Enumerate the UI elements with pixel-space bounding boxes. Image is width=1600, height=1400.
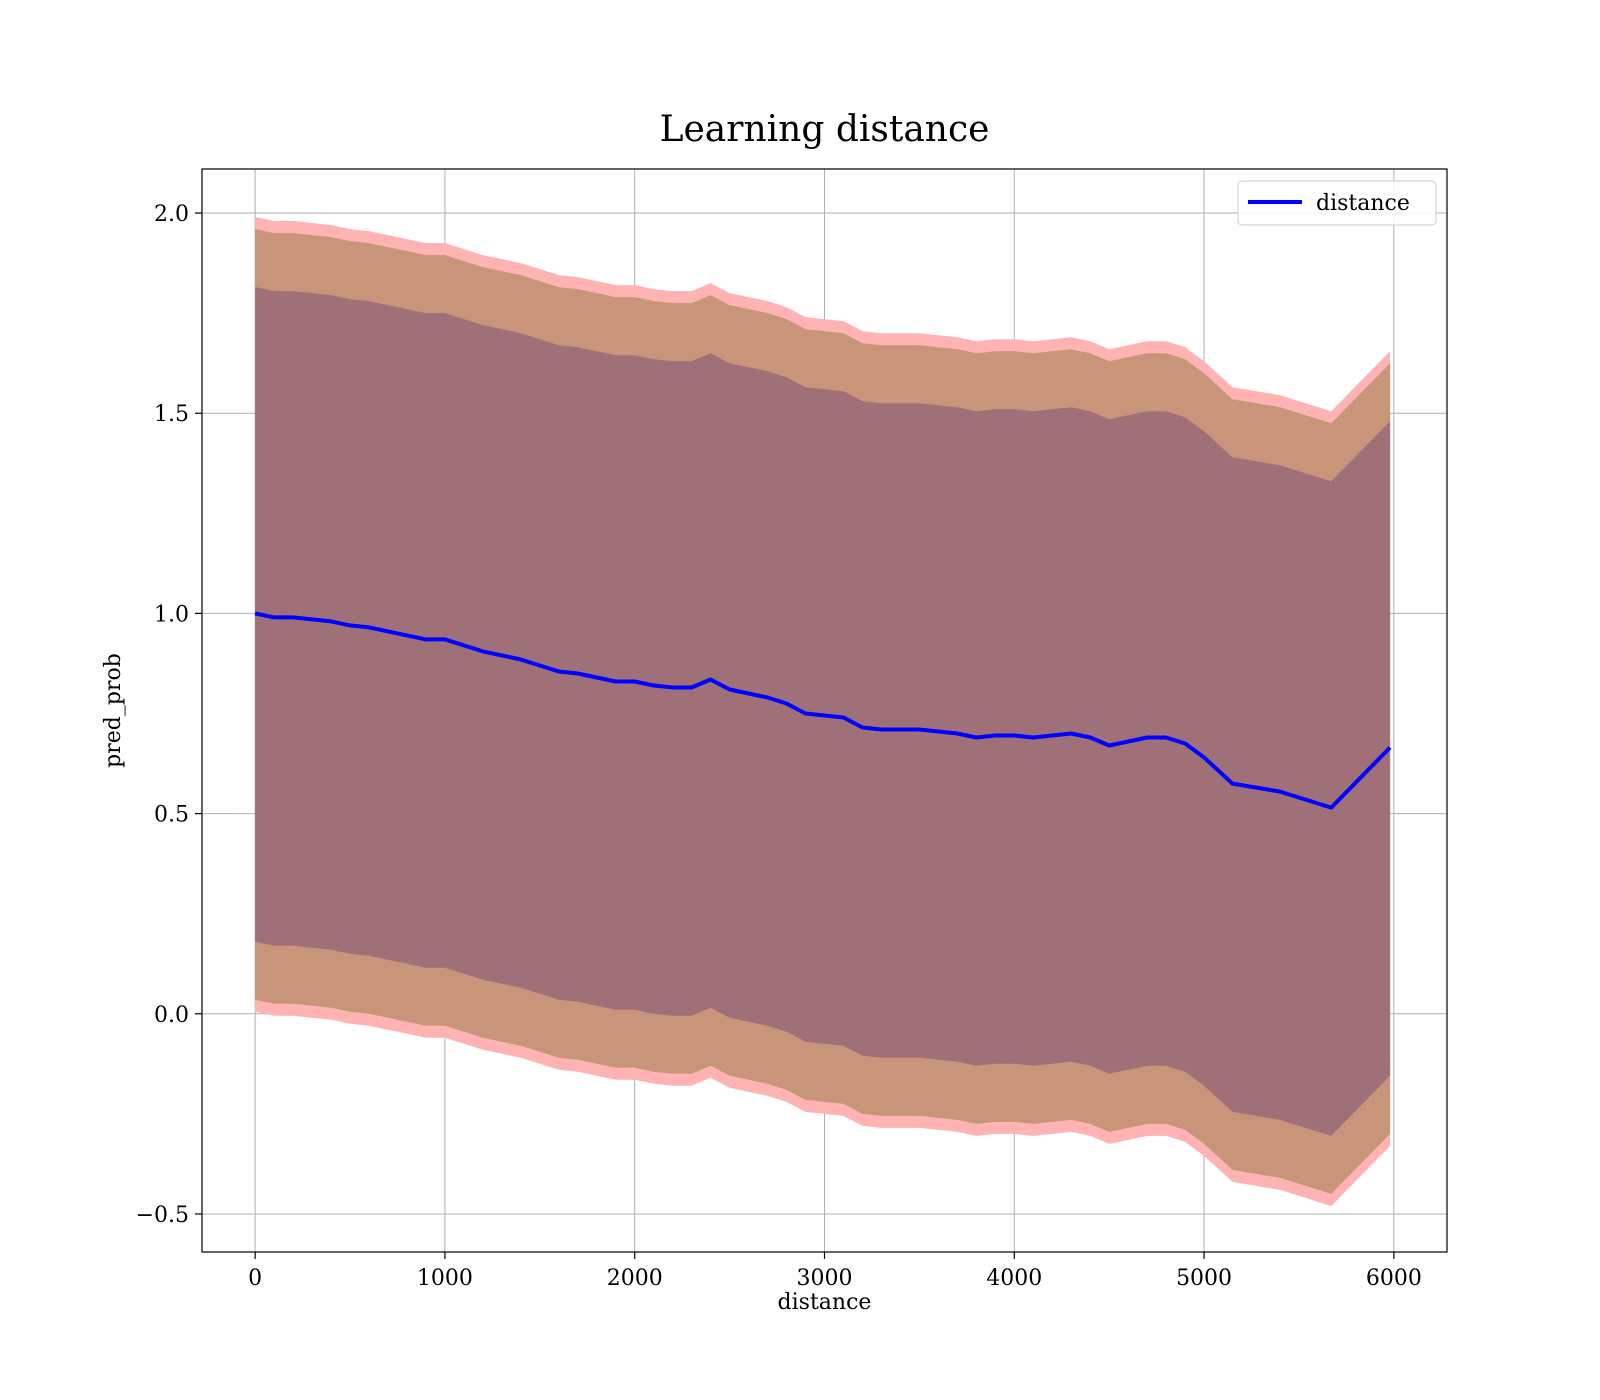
legend-box: [1237, 180, 1437, 226]
x-tick-label: 5000: [1176, 1266, 1232, 1291]
y-tick-label: 1.0: [154, 602, 189, 627]
chart-title: Learning distance: [660, 109, 990, 150]
x-tick-label: 4000: [986, 1266, 1042, 1291]
x-tick-label: 6000: [1366, 1266, 1422, 1291]
axis-ticks: 0 1000 2000 3000 4000 5000 6000 −0.5 0.0 0.5 1.0 1.…: [136, 202, 1422, 1291]
y-tick-label: 0.5: [154, 803, 189, 828]
legend-entry-distance: distance: [1316, 191, 1410, 216]
x-tick-label: 0: [248, 1266, 262, 1291]
confidence-bands: [255, 217, 1391, 1206]
y-tick-label: 2.0: [154, 202, 189, 227]
y-tick-label: −0.5: [136, 1203, 189, 1228]
band-inner: [255, 287, 1391, 1136]
x-tick-label: 2000: [607, 1266, 663, 1291]
x-axis-title: distance: [778, 1290, 872, 1315]
x-tick-label: 1000: [417, 1266, 473, 1291]
series-lines: [254, 611, 1392, 810]
y-axis-title: pred_prob: [101, 653, 126, 768]
series-line-distance: [254, 611, 1392, 810]
y-tick-label: 0.0: [154, 1003, 189, 1028]
y-tick-label: 1.5: [154, 402, 189, 427]
x-tick-label: 3000: [797, 1266, 853, 1291]
legend: distance: [1237, 180, 1437, 226]
